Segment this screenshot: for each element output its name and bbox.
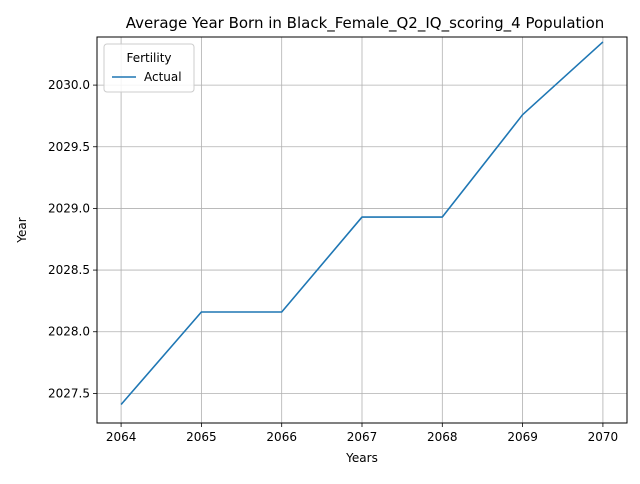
y-tick-label: 2030.0 [48, 78, 90, 92]
y-tick-label: 2028.0 [48, 325, 90, 339]
y-tick-label: 2029.0 [48, 201, 90, 215]
y-axis-label: Year [15, 217, 29, 243]
y-tick-label: 2027.5 [48, 386, 90, 400]
x-tick-label: 2068 [427, 430, 458, 444]
x-axis-ticks: 2064 2065 2066 2067 2068 2069 2070 [106, 423, 618, 444]
x-tick-label: 2069 [507, 430, 538, 444]
grid [97, 37, 627, 423]
x-tick-label: 2066 [266, 430, 297, 444]
x-tick-label: 2067 [347, 430, 378, 444]
chart-title: Average Year Born in Black_Female_Q2_IQ_… [126, 14, 605, 33]
legend-label-actual: Actual [144, 70, 182, 84]
x-tick-label: 2070 [588, 430, 619, 444]
x-tick-label: 2065 [186, 430, 217, 444]
x-tick-label: 2064 [106, 430, 137, 444]
y-axis-ticks: 2027.5 2028.0 2028.5 2029.0 2029.5 2030.0 [48, 78, 97, 400]
series-line-actual [120, 41, 604, 406]
y-tick-label: 2028.5 [48, 263, 90, 277]
legend: Fertility Actual [103, 43, 195, 93]
legend-box [103, 43, 195, 93]
plot-lines [120, 41, 604, 406]
y-tick-label: 2029.5 [48, 140, 90, 154]
legend-title: Fertility [126, 51, 171, 65]
x-axis-label: Years [345, 451, 378, 465]
